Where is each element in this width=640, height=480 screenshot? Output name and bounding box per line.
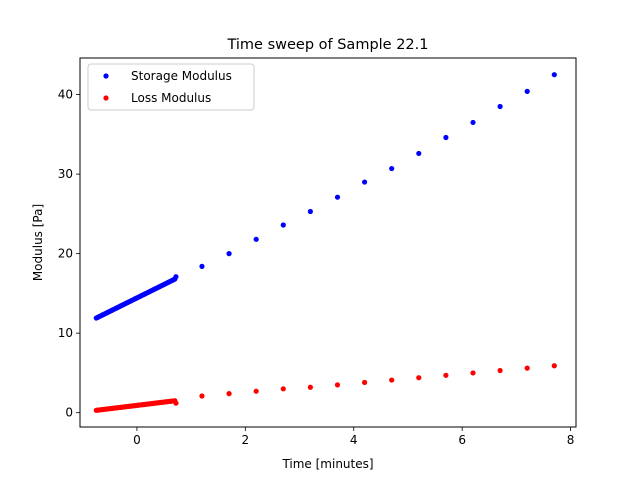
data-point [173,274,179,280]
data-point [334,194,341,200]
plot-area [93,72,557,413]
data-point [226,390,232,397]
data-point [443,372,449,378]
series-storage-modulus [93,72,557,321]
data-point [470,370,476,376]
series-loss-modulus [93,363,557,413]
legend-box [87,63,255,111]
data-point [253,388,259,394]
x-tick-label: 6 [458,433,466,447]
data-point [389,377,395,383]
data-point [416,150,422,157]
data-point [307,208,313,215]
legend-label-loss-modulus: Loss Modulus [131,91,211,105]
x-tick-label: 2 [242,433,250,447]
legend-label-storage-modulus: Storage Modulus [131,69,232,83]
x-tick-label: 4 [350,433,358,447]
y-tick-label: 0 [65,406,73,420]
x-tick-label: 8 [567,433,575,447]
y-axis-ticks: 0 10 20 30 40 [58,88,80,420]
chart-title: Time sweep of Sample 22.1 [226,37,428,53]
data-point [226,251,232,257]
data-point [199,393,205,399]
data-point [524,88,530,95]
y-tick-label: 10 [58,326,73,340]
data-point [361,179,368,185]
data-point [443,134,449,141]
data-point [416,375,422,381]
data-point [551,363,557,369]
data-point [307,384,313,390]
y-tick-label: 20 [58,247,73,261]
y-axis-label: Modulus [Pa] [31,204,45,281]
data-point [253,236,259,242]
data-point [551,72,557,78]
data-point [497,367,503,374]
data-point [497,103,503,110]
axes-frame [79,57,577,428]
x-axis-ticks: 0 2 4 6 8 [133,427,574,447]
data-point [280,222,286,228]
data-point [389,165,395,172]
y-tick-label: 30 [58,167,73,181]
data-point [173,400,179,406]
data-point [280,386,286,392]
y-tick-label: 40 [58,88,73,102]
data-point [524,365,530,371]
data-point [470,119,476,126]
x-tick-label: 0 [133,433,141,447]
data-point [361,379,368,386]
data-point [334,382,341,388]
data-point [199,263,205,269]
legend: Storage Modulus Loss Modulus [87,63,255,111]
x-axis-label: Time [minutes] [281,457,373,471]
legend-marker-loss-modulus [103,95,109,101]
legend-marker-storage-modulus [103,73,109,79]
